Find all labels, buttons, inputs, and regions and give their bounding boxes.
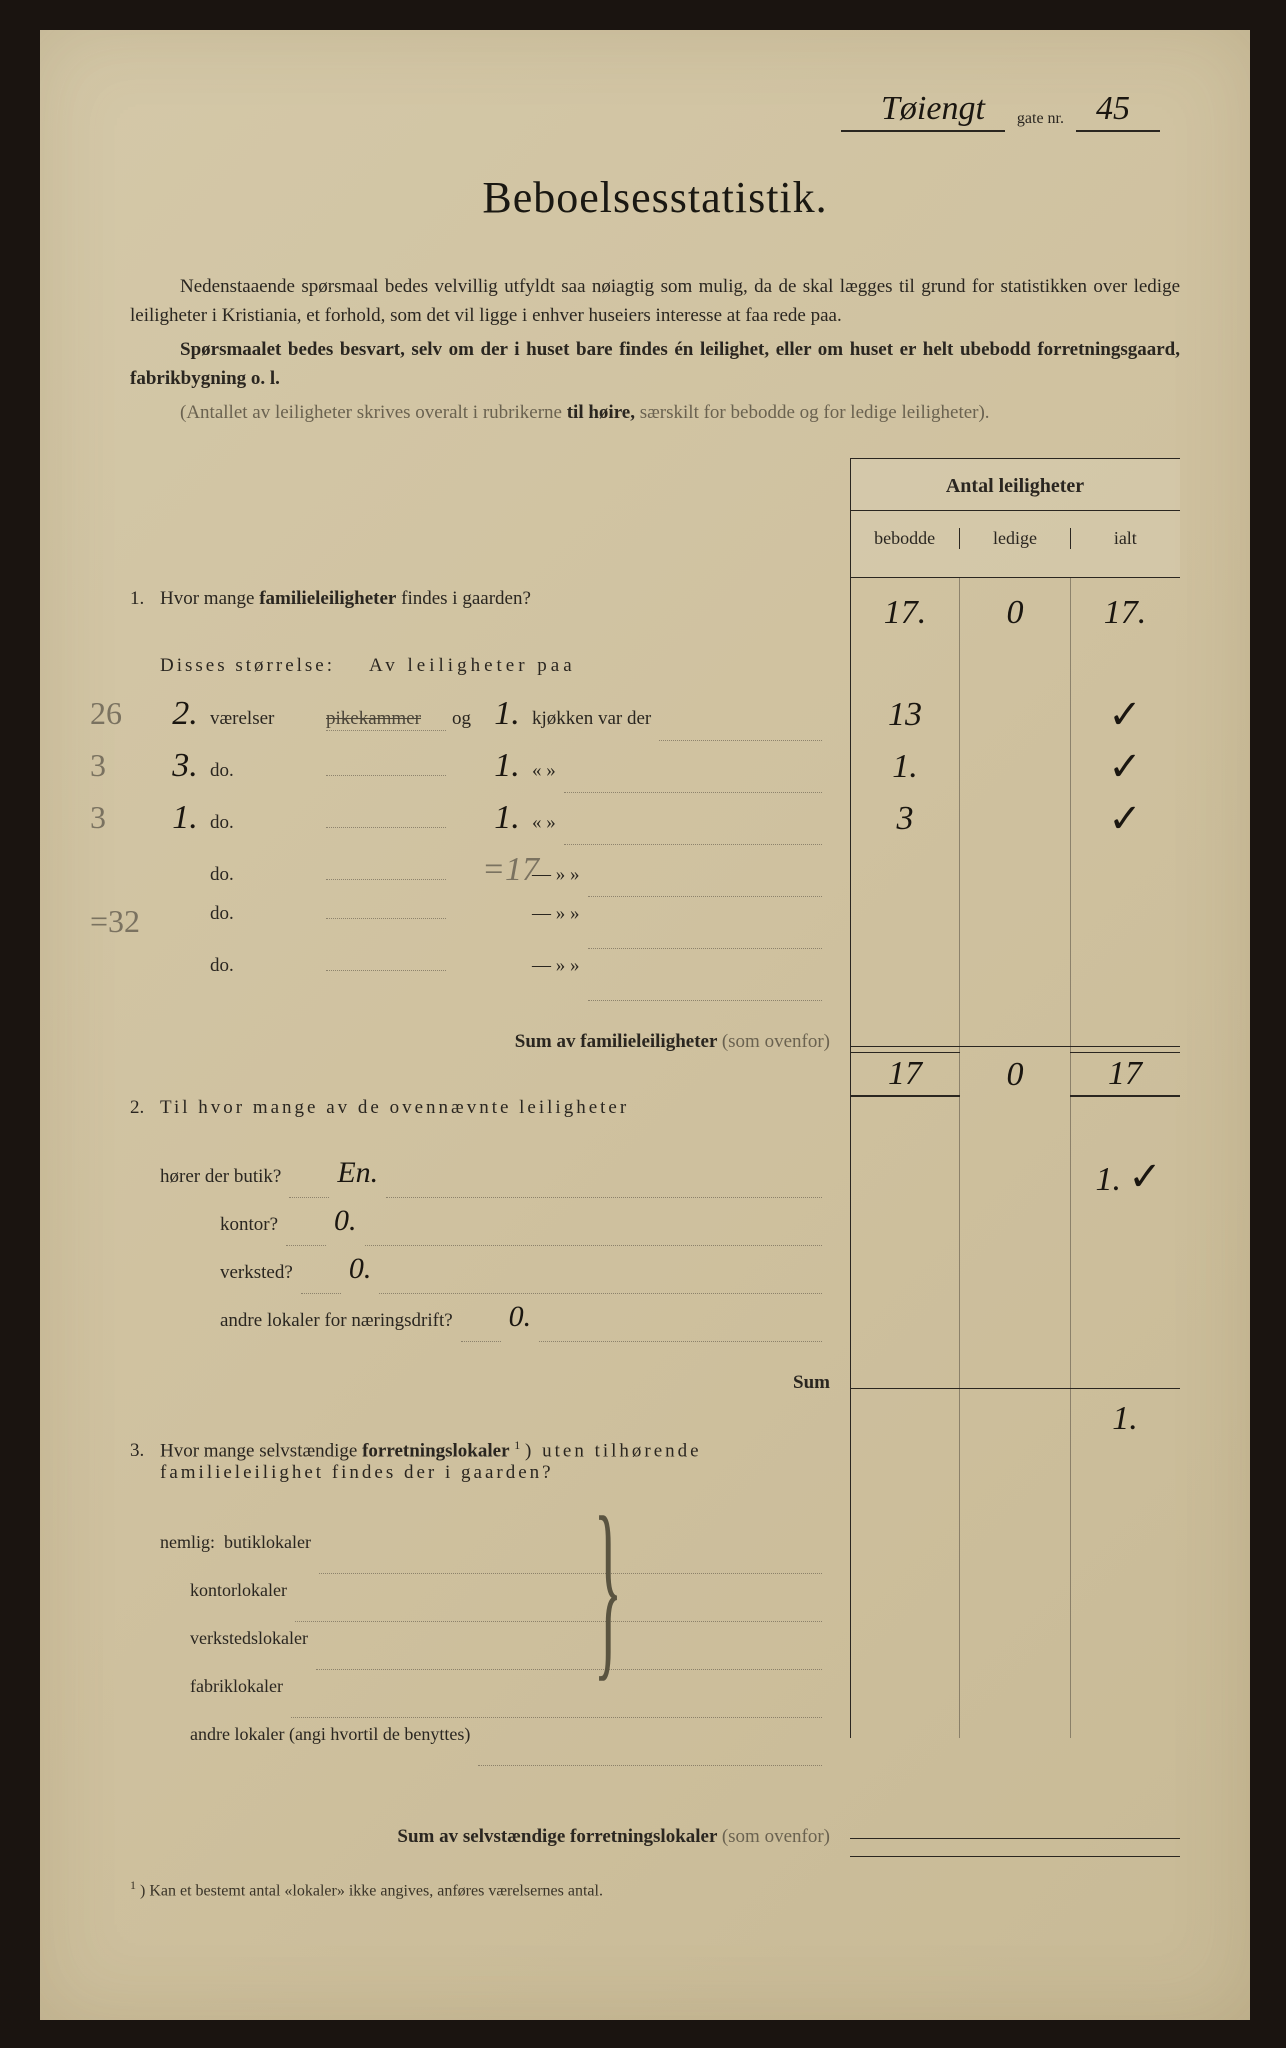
vaerelser-count: 3. (160, 747, 210, 785)
q1-row: 1. Hvor mange familieleiligheter findes … (130, 588, 830, 643)
table-header: Antal leiligheter bebodde ledige ialt (850, 458, 1180, 578)
q1-size-row: do. — » » (160, 955, 830, 1007)
vaerelser-label: do. (210, 864, 320, 886)
q3-sub-label: butiklokaler (224, 1532, 311, 1553)
kjokken-label: — » » (532, 864, 580, 886)
footnote: 1 ) Kan et bestemt antal «lokaler» ikke … (130, 1878, 1180, 1900)
q2-text: Til hvor mange av de ovennævnte leilighe… (160, 1097, 830, 1119)
document-page: Tøiengt gate nr. 45 Beboelsesstatistik. … (40, 30, 1250, 2020)
kjokken-label: « » (532, 760, 556, 782)
margin-note: 26 (90, 695, 122, 732)
q3-sub-row: nemlig: butiklokaler (190, 1532, 830, 1580)
gate-nr-value: 45 (1076, 90, 1160, 132)
table-columns: Antal leiligheter bebodde ledige ialt (850, 458, 1180, 1738)
q2-sub-row: verksted? 0. (220, 1252, 830, 1300)
q2-sub-value: En. (337, 1156, 378, 1190)
q2-row: 2. Til hvor mange av de ovennævnte leili… (130, 1097, 830, 1152)
q3-sum-label: Sum av selvstændige forretningslokaler (… (130, 1826, 830, 1848)
margin-note: 3 (90, 747, 106, 784)
page-title: Beboelsesstatistik. (130, 172, 1180, 223)
q1-size-row: 26 2. værelser pikekammer og 1. kjøkken … (160, 695, 830, 747)
kjokken-label: « » (532, 812, 556, 834)
kjokken-count: =17 (482, 851, 532, 889)
intro-p3: (Antallet av leiligheter skrives overalt… (130, 399, 1180, 428)
q3-sub-row: verkstedslokaler (190, 1628, 830, 1676)
col-ialt: ialt (1071, 528, 1180, 549)
q2-sub-value: 0. (509, 1300, 532, 1334)
kjokken-count: 1. (482, 799, 532, 837)
kjokken-label: — » » (532, 955, 580, 977)
margin-note: 3 (90, 799, 106, 836)
vaerelser-label: do. (210, 955, 320, 977)
vaerelser-label: værelser (210, 708, 320, 730)
q1-size-row: 3 1. do. 1. « » (160, 799, 830, 851)
main-area: Antal leiligheter bebodde ledige ialt 1.… (130, 458, 1180, 1900)
margin-note: =32 (90, 903, 140, 940)
q2-sub-label: andre lokaler for næringsdrift? (220, 1310, 453, 1332)
vaerelser-count: 1. (160, 799, 210, 837)
og-label: og (452, 708, 482, 730)
table-header-title: Antal leiligheter (850, 459, 1180, 511)
q1-sublabel: Disses størrelse: Av leiligheter paa (160, 655, 830, 677)
q3-sub-row: fabriklokaler (190, 1676, 830, 1724)
q2-sub-label: hører der butik? (160, 1166, 281, 1188)
vaerelser-label: do. (210, 760, 320, 782)
q1-size-row: =32 do. — » » (160, 903, 830, 955)
q2-sum-label: Sum (130, 1372, 830, 1394)
q1-num: 1. (130, 588, 160, 610)
q3-row: 3. Hvor mange selvstændige forretningslo… (130, 1438, 830, 1528)
q2-sub-label: verksted? (220, 1262, 293, 1284)
q2-sub-row: hører der butik? En. (160, 1156, 830, 1204)
kjokken-count: 1. (482, 747, 532, 785)
intro-p2: Spørsmaalet bedes besvart, selv om der i… (130, 336, 1180, 393)
kjokken-count: 1. (482, 695, 532, 733)
q2-num: 2. (130, 1097, 160, 1119)
q3-sub-label: kontorlokaler (190, 1580, 287, 1601)
q2-sub-value: 0. (334, 1204, 357, 1238)
struck-text: pikekammer (326, 708, 421, 729)
q3-sub-row: andre lokaler (angi hvortil de benyttes) (190, 1724, 830, 1772)
intro-p1: Nedenstaaende spørsmaal bedes velvillig … (130, 273, 1180, 330)
vaerelser-label: do. (210, 903, 320, 925)
nemlig-label: nemlig: (160, 1532, 224, 1553)
header-line: Tøiengt gate nr. 45 (130, 90, 1180, 132)
vaerelser-count: 2. (160, 695, 210, 733)
q3-text: Hvor mange selvstændige forretningslokal… (160, 1438, 830, 1484)
q3-sub-label: fabriklokaler (190, 1676, 283, 1697)
col-ledige: ledige (960, 528, 1070, 549)
q2-sub-label: kontor? (220, 1214, 278, 1236)
q3-sub-row: kontorlokaler (190, 1580, 830, 1628)
q2-sub-value: 0. (349, 1252, 372, 1286)
bracket-icon: } (594, 1518, 623, 1658)
intro-text: Nedenstaaende spørsmaal bedes velvillig … (130, 273, 1180, 428)
street-name: Tøiengt (841, 90, 1005, 132)
q2-sub-row: kontor? 0. (220, 1204, 830, 1252)
q3-num: 3. (130, 1440, 160, 1462)
q1-size-row: do. =17 — » » (160, 851, 830, 903)
q1-sum-label: Sum av familieleiligheter (som ovenfor) (130, 1031, 830, 1053)
kjokken-label: — » » (532, 903, 580, 925)
q3-sub-label: andre lokaler (angi hvortil de benyttes) (190, 1724, 470, 1745)
kjokken-label: kjøkken var der (532, 708, 651, 730)
col-bebodde: bebodde (850, 528, 960, 549)
q1-text: Hvor mange familieleiligheter findes i g… (160, 588, 830, 610)
q3-sub-label: verkstedslokaler (190, 1628, 308, 1649)
q1-size-row: 3 3. do. 1. « » (160, 747, 830, 799)
gate-nr-label: gate nr. (1017, 110, 1064, 132)
vaerelser-label: do. (210, 812, 320, 834)
q2-sub-row: andre lokaler for næringsdrift? 0. (220, 1300, 830, 1348)
